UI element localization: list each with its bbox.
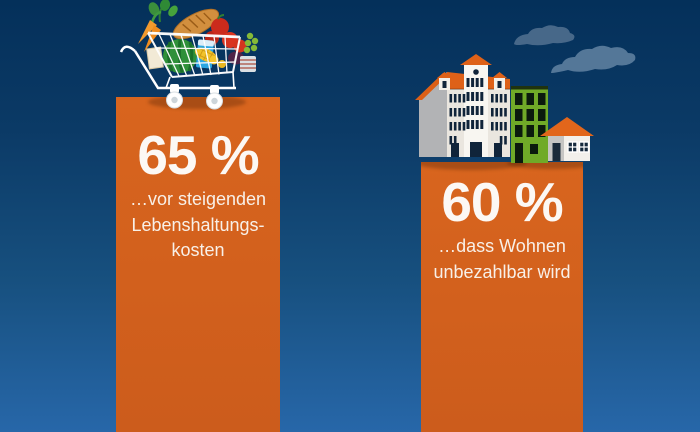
caption-line: …dass Wohnen — [438, 236, 566, 256]
caption-housing: …dass Wohnen unbezahlbar wird — [421, 234, 583, 285]
window-row — [491, 94, 507, 145]
cart-shadow — [148, 97, 246, 109]
tower-windows — [466, 78, 484, 129]
small-house-icon — [540, 117, 594, 161]
caption-living-costs: …vor steigenden Lebenshaltungs- kosten — [116, 187, 280, 264]
cart-groceries — [138, 0, 259, 73]
caption-line: unbezahlbar wird — [433, 261, 571, 282]
bar-living-costs: 65 % …vor steigenden Lebenshaltungs- kos… — [116, 97, 280, 432]
apartment-building — [415, 54, 510, 157]
building-shadow — [507, 162, 583, 169]
caption-line: …vor steigenden — [129, 189, 267, 209]
value-label-housing: 60 % — [441, 171, 563, 233]
caption-line: Lebenshaltungs- — [131, 214, 265, 235]
window-row — [449, 94, 466, 145]
building-shadow — [421, 162, 527, 170]
cart-frame — [119, 45, 236, 90]
value-label-living-costs: 65 % — [137, 124, 259, 186]
green-building — [511, 86, 548, 163]
caption-line: kosten — [171, 240, 225, 260]
cart-basket — [147, 31, 241, 78]
bar-housing: 60 % …dass Wohnen unbezahlbar wird — [421, 162, 583, 432]
buildings-icon — [415, 54, 594, 163]
cloud-icon — [514, 25, 575, 46]
cloud-icon — [551, 45, 636, 73]
